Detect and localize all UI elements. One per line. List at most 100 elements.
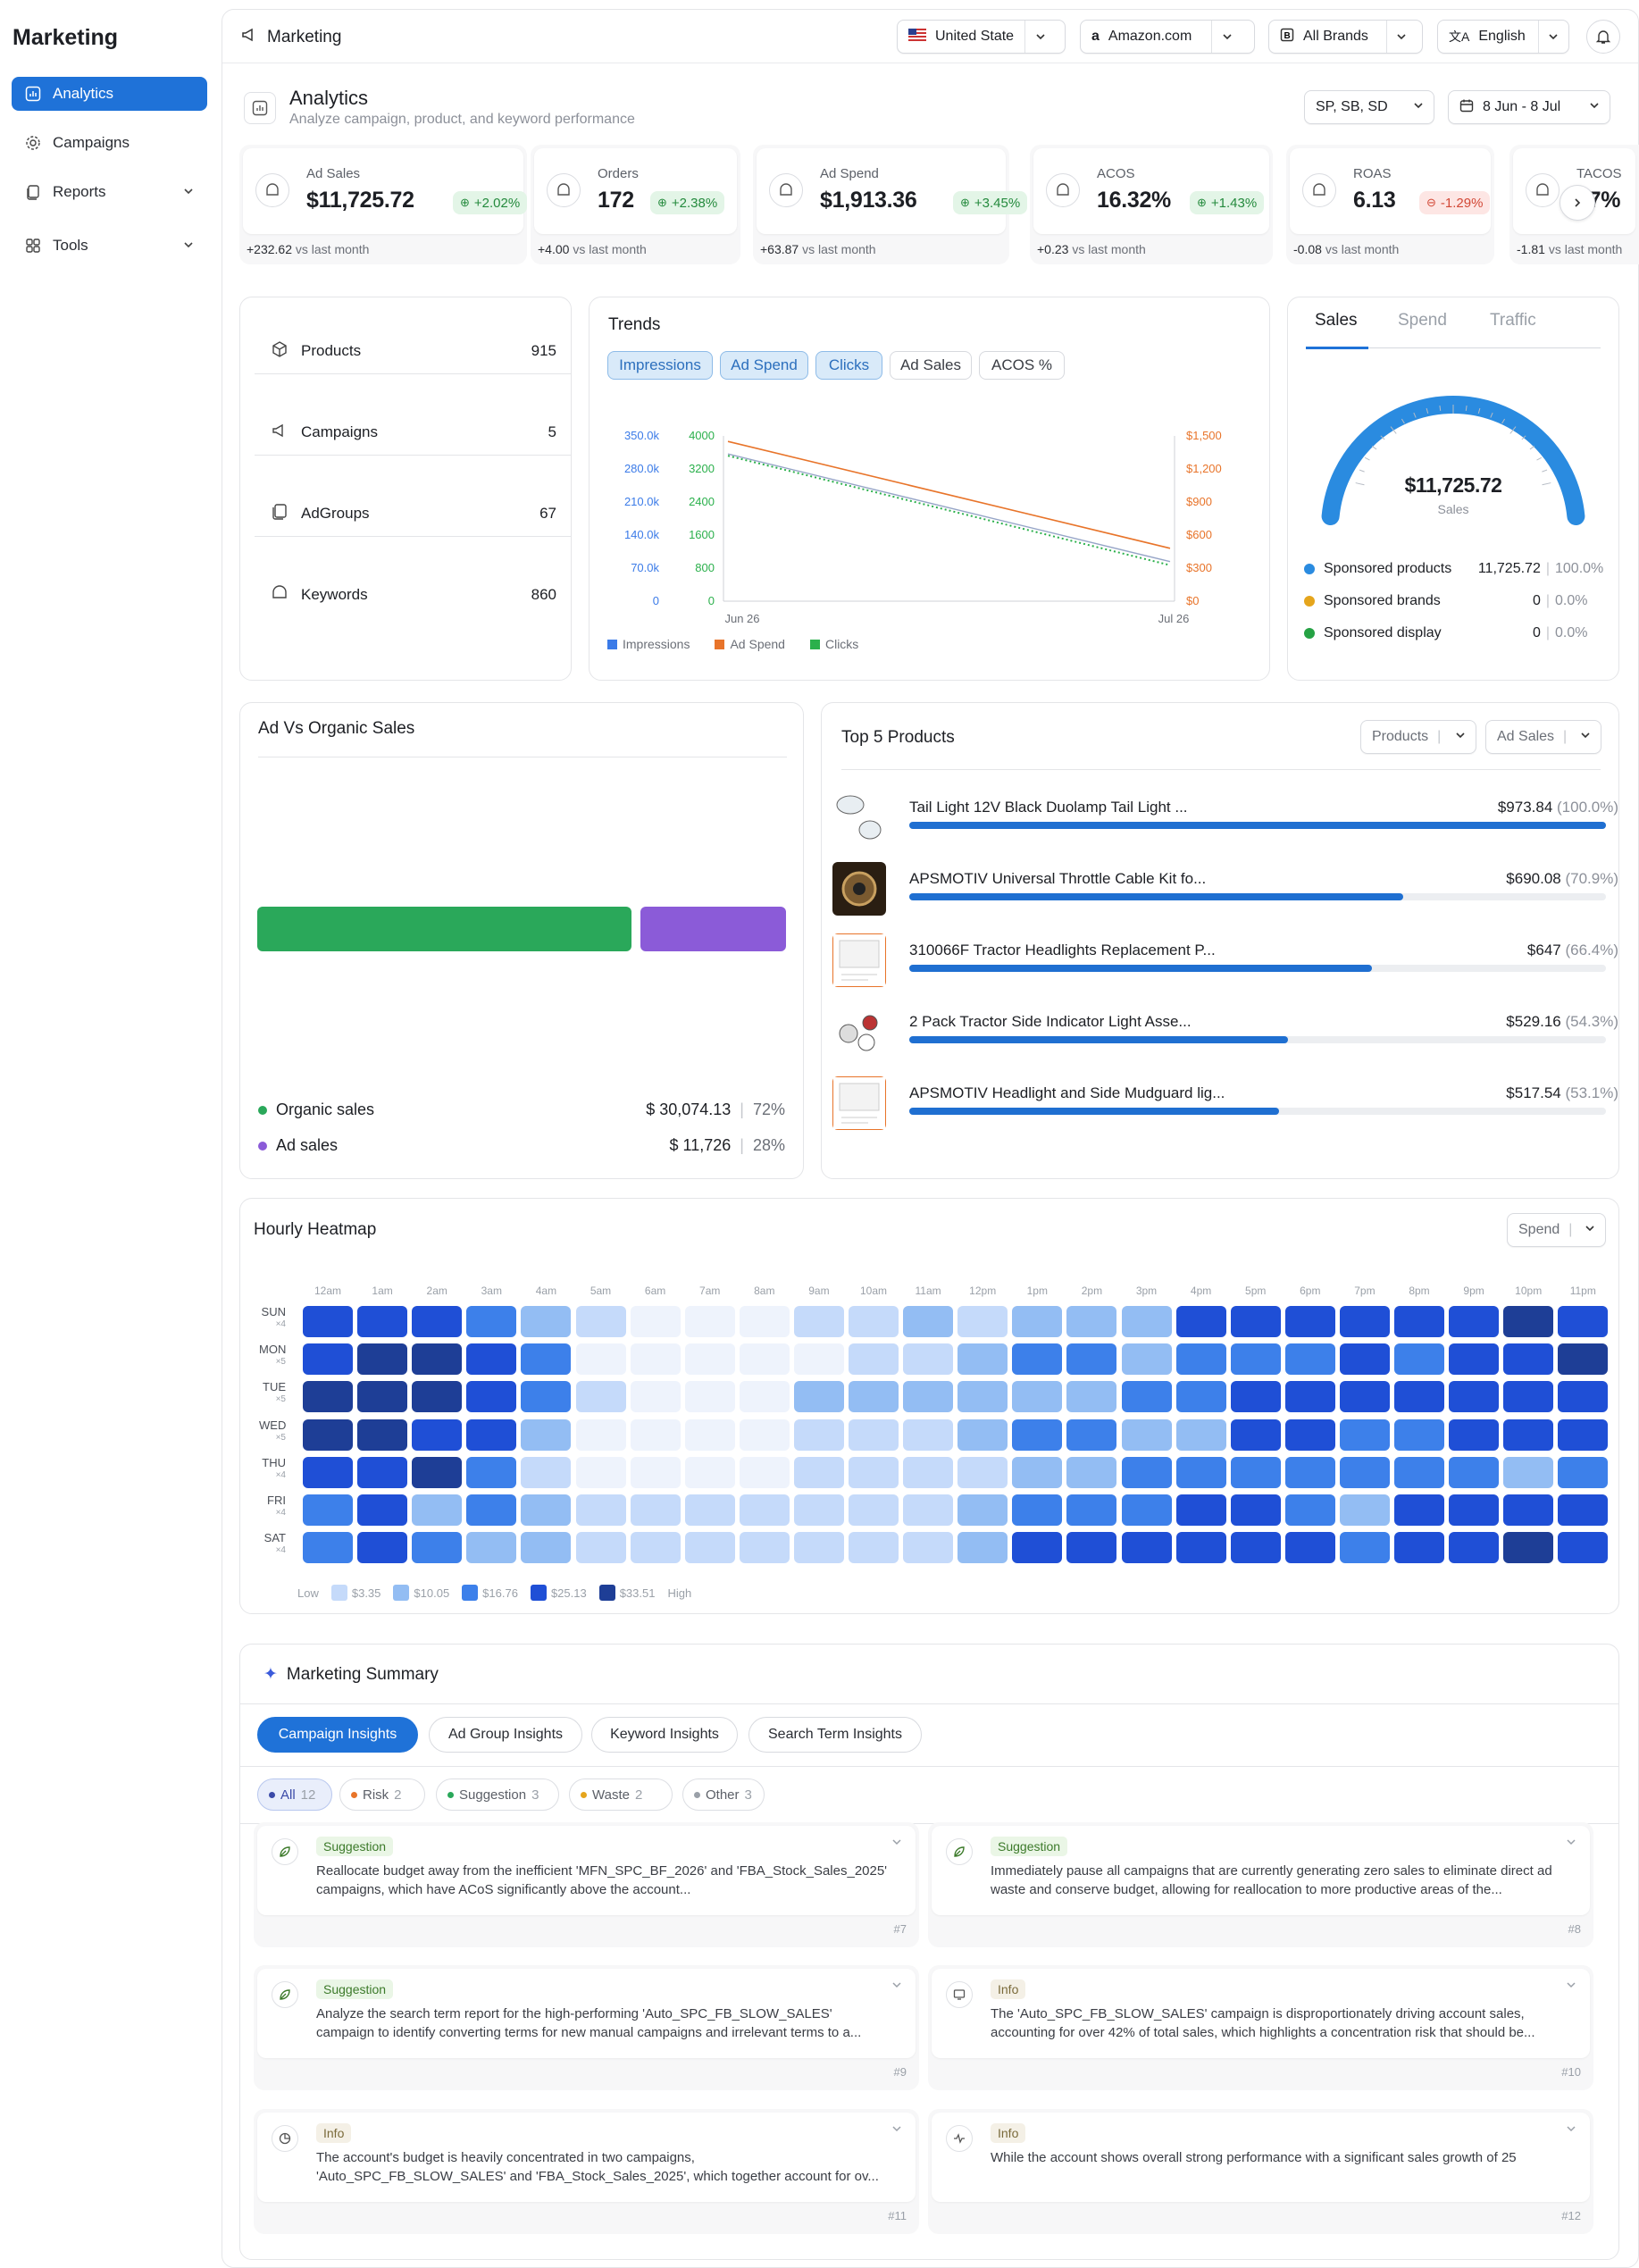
tab-sales[interactable]: Sales xyxy=(1315,311,1358,330)
heatmap-cell[interactable] xyxy=(1012,1532,1063,1564)
heatmap-cell[interactable] xyxy=(466,1343,517,1376)
tab-search-term-insights[interactable]: Search Term Insights xyxy=(748,1717,922,1753)
chevron-down-icon[interactable] xyxy=(1565,1978,1577,1996)
heatmap-cell[interactable] xyxy=(903,1456,954,1488)
heatmap-cell[interactable] xyxy=(303,1343,353,1376)
heatmap-cell[interactable] xyxy=(630,1494,681,1526)
heatmap-cell[interactable] xyxy=(1558,1532,1609,1564)
heatmap-cell[interactable] xyxy=(793,1532,844,1564)
heatmap-cell[interactable] xyxy=(739,1532,790,1564)
heatmap-cell[interactable] xyxy=(1339,1343,1390,1376)
heatmap-cell[interactable] xyxy=(1175,1306,1226,1337)
filter-suggestion[interactable]: Suggestion 3 xyxy=(436,1778,559,1811)
chip-clicks[interactable]: Clicks xyxy=(815,351,882,380)
heatmap-cell[interactable] xyxy=(412,1381,463,1413)
heatmap-cell[interactable] xyxy=(412,1456,463,1488)
kpi-card[interactable]: Orders 172 ⊕ +2.38% +4.00 vs last month xyxy=(531,145,740,264)
heatmap-cell[interactable] xyxy=(1230,1532,1281,1564)
heatmap-cell[interactable] xyxy=(1503,1381,1554,1413)
filter-all[interactable]: All 12 xyxy=(257,1778,332,1811)
heatmap-cell[interactable] xyxy=(303,1306,353,1337)
heatmap-cell[interactable] xyxy=(1175,1494,1226,1526)
heatmap-cell[interactable] xyxy=(1284,1494,1335,1526)
tab-spend[interactable]: Spend xyxy=(1398,311,1447,330)
heatmap-cell[interactable] xyxy=(1066,1419,1117,1451)
heatmap-cell[interactable] xyxy=(1503,1532,1554,1564)
heatmap-cell[interactable] xyxy=(521,1419,572,1451)
heatmap-cell[interactable] xyxy=(575,1343,626,1376)
heatmap-cell[interactable] xyxy=(1121,1532,1172,1564)
insight-card[interactable]: Info The 'Auto_SPC_FB_SLOW_SALES' campaig… xyxy=(928,1965,1593,2090)
heatmap-cell[interactable] xyxy=(957,1532,1008,1564)
heatmap-cell[interactable] xyxy=(1503,1419,1554,1451)
product-row[interactable]: Tail Light 12V Black Duolamp Tail Light … xyxy=(832,788,1618,844)
heatmap-cell[interactable] xyxy=(1230,1343,1281,1376)
heatmap-cell[interactable] xyxy=(630,1343,681,1376)
heatmap-cell[interactable] xyxy=(357,1456,408,1488)
heatmap-cell[interactable] xyxy=(1012,1494,1063,1526)
heatmap-cell[interactable] xyxy=(1558,1494,1609,1526)
heatmap-cell[interactable] xyxy=(1503,1456,1554,1488)
heatmap-cell[interactable] xyxy=(521,1494,572,1526)
heatmap-cell[interactable] xyxy=(1012,1343,1063,1376)
heatmap-cell[interactable] xyxy=(739,1381,790,1413)
heatmap-cell[interactable] xyxy=(303,1494,353,1526)
heatmap-cell[interactable] xyxy=(1230,1381,1281,1413)
heatmap-cell[interactable] xyxy=(1012,1419,1063,1451)
country-select[interactable]: United State xyxy=(897,20,1066,54)
heatmap-cell[interactable] xyxy=(1339,1456,1390,1488)
count-campaigns[interactable]: Campaigns 5 xyxy=(271,414,556,450)
tab-ad-group-insights[interactable]: Ad Group Insights xyxy=(429,1717,582,1753)
chip-ad-sales[interactable]: Ad Sales xyxy=(890,351,972,380)
heatmap-cell[interactable] xyxy=(1394,1532,1444,1564)
heatmap-cell[interactable] xyxy=(303,1419,353,1451)
kpi-card[interactable]: ACOS 16.32% ⊕ +1.43% +0.23 vs last month xyxy=(1030,145,1273,264)
heatmap-cell[interactable] xyxy=(1558,1419,1609,1451)
heatmap-cell[interactable] xyxy=(793,1306,844,1337)
chevron-down-icon[interactable] xyxy=(1565,2122,1577,2139)
heatmap-cell[interactable] xyxy=(903,1306,954,1337)
heatmap-cell[interactable] xyxy=(1394,1456,1444,1488)
heatmap-cell[interactable] xyxy=(1066,1306,1117,1337)
chip-ad-spend[interactable]: Ad Spend xyxy=(720,351,808,380)
tab-campaign-insights[interactable]: Campaign Insights xyxy=(257,1717,418,1753)
heatmap-cell[interactable] xyxy=(793,1381,844,1413)
heatmap-cell[interactable] xyxy=(357,1343,408,1376)
kpi-card[interactable]: ROAS 6.13 ⊖ -1.29% -0.08 vs last month xyxy=(1286,145,1494,264)
chevron-down-icon[interactable] xyxy=(891,1835,903,1853)
filter-other[interactable]: Other 3 xyxy=(682,1778,765,1811)
date-range-select[interactable]: 8 Jun - 8 Jul xyxy=(1448,90,1610,124)
heatmap-cell[interactable] xyxy=(1558,1306,1609,1337)
product-row[interactable]: 310066F Tractor Headlights Replacement P… xyxy=(832,931,1618,987)
heatmap-cell[interactable] xyxy=(684,1494,735,1526)
heatmap-cell[interactable] xyxy=(849,1343,899,1376)
heatmap-cell[interactable] xyxy=(849,1306,899,1337)
heatmap-cell[interactable] xyxy=(1121,1343,1172,1376)
heatmap-cell[interactable] xyxy=(466,1419,517,1451)
heatmap-cell[interactable] xyxy=(684,1419,735,1451)
heatmap-cell[interactable] xyxy=(521,1343,572,1376)
heatmap-cell[interactable] xyxy=(1284,1306,1335,1337)
ad-type-select[interactable]: SP, SB, SD xyxy=(1304,90,1434,124)
tab-keyword-insights[interactable]: Keyword Insights xyxy=(591,1717,738,1753)
heatmap-cell[interactable] xyxy=(903,1419,954,1451)
heatmap-cell[interactable] xyxy=(1284,1343,1335,1376)
heatmap-cell[interactable] xyxy=(466,1494,517,1526)
heatmap-cell[interactable] xyxy=(1284,1381,1335,1413)
heatmap-cell[interactable] xyxy=(1449,1381,1500,1413)
heatmap-cell[interactable] xyxy=(957,1494,1008,1526)
heatmap-cell[interactable] xyxy=(575,1306,626,1337)
heatmap-cell[interactable] xyxy=(630,1419,681,1451)
heatmap-cell[interactable] xyxy=(903,1494,954,1526)
tab-traffic[interactable]: Traffic xyxy=(1490,311,1536,330)
kpi-card[interactable]: Ad Sales $11,725.72 ⊕ +2.02% +232.62 vs last… xyxy=(239,145,528,264)
heatmap-cell[interactable] xyxy=(466,1532,517,1564)
heatmap-cell[interactable] xyxy=(1394,1494,1444,1526)
heatmap-cell[interactable] xyxy=(575,1532,626,1564)
heatmap-cell[interactable] xyxy=(412,1306,463,1337)
heatmap-cell[interactable] xyxy=(630,1456,681,1488)
heatmap-cell[interactable] xyxy=(1012,1306,1063,1337)
chevron-down-icon[interactable] xyxy=(891,2122,903,2139)
heatmap-metric-select[interactable]: Spend | xyxy=(1507,1213,1606,1247)
sidebar-item-analytics[interactable]: Analytics xyxy=(12,77,207,111)
